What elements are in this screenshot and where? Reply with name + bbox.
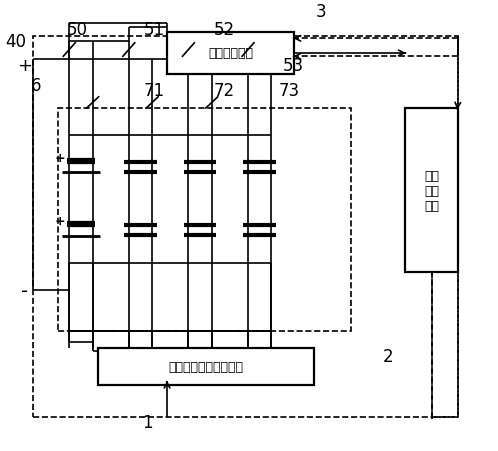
Text: 50: 50 [67,21,88,39]
Text: 71: 71 [144,82,165,100]
Text: 3: 3 [316,3,326,21]
Bar [167,32,294,75]
Text: 52: 52 [214,21,235,39]
Text: 40: 40 [5,32,26,51]
Text: 53: 53 [283,57,304,75]
Text: 电容电池管理监控模块: 电容电池管理监控模块 [168,360,243,373]
Text: 均衡控制模块: 均衡控制模块 [208,47,253,60]
Bar [33,37,458,417]
Text: +: + [17,57,32,75]
Text: 6: 6 [31,77,42,94]
Text: 1: 1 [142,414,152,432]
Text: 72: 72 [214,82,235,100]
Text: 2: 2 [383,347,393,365]
Text: +: + [55,215,66,228]
Bar [98,348,314,385]
Text: +: + [55,152,66,165]
Text: 电机
控制
模块: 电机 控制 模块 [424,170,439,212]
Text: 73: 73 [278,82,299,100]
Text: 51: 51 [144,21,165,39]
Bar [58,109,351,331]
Bar [405,109,458,273]
Text: -: - [21,281,28,300]
